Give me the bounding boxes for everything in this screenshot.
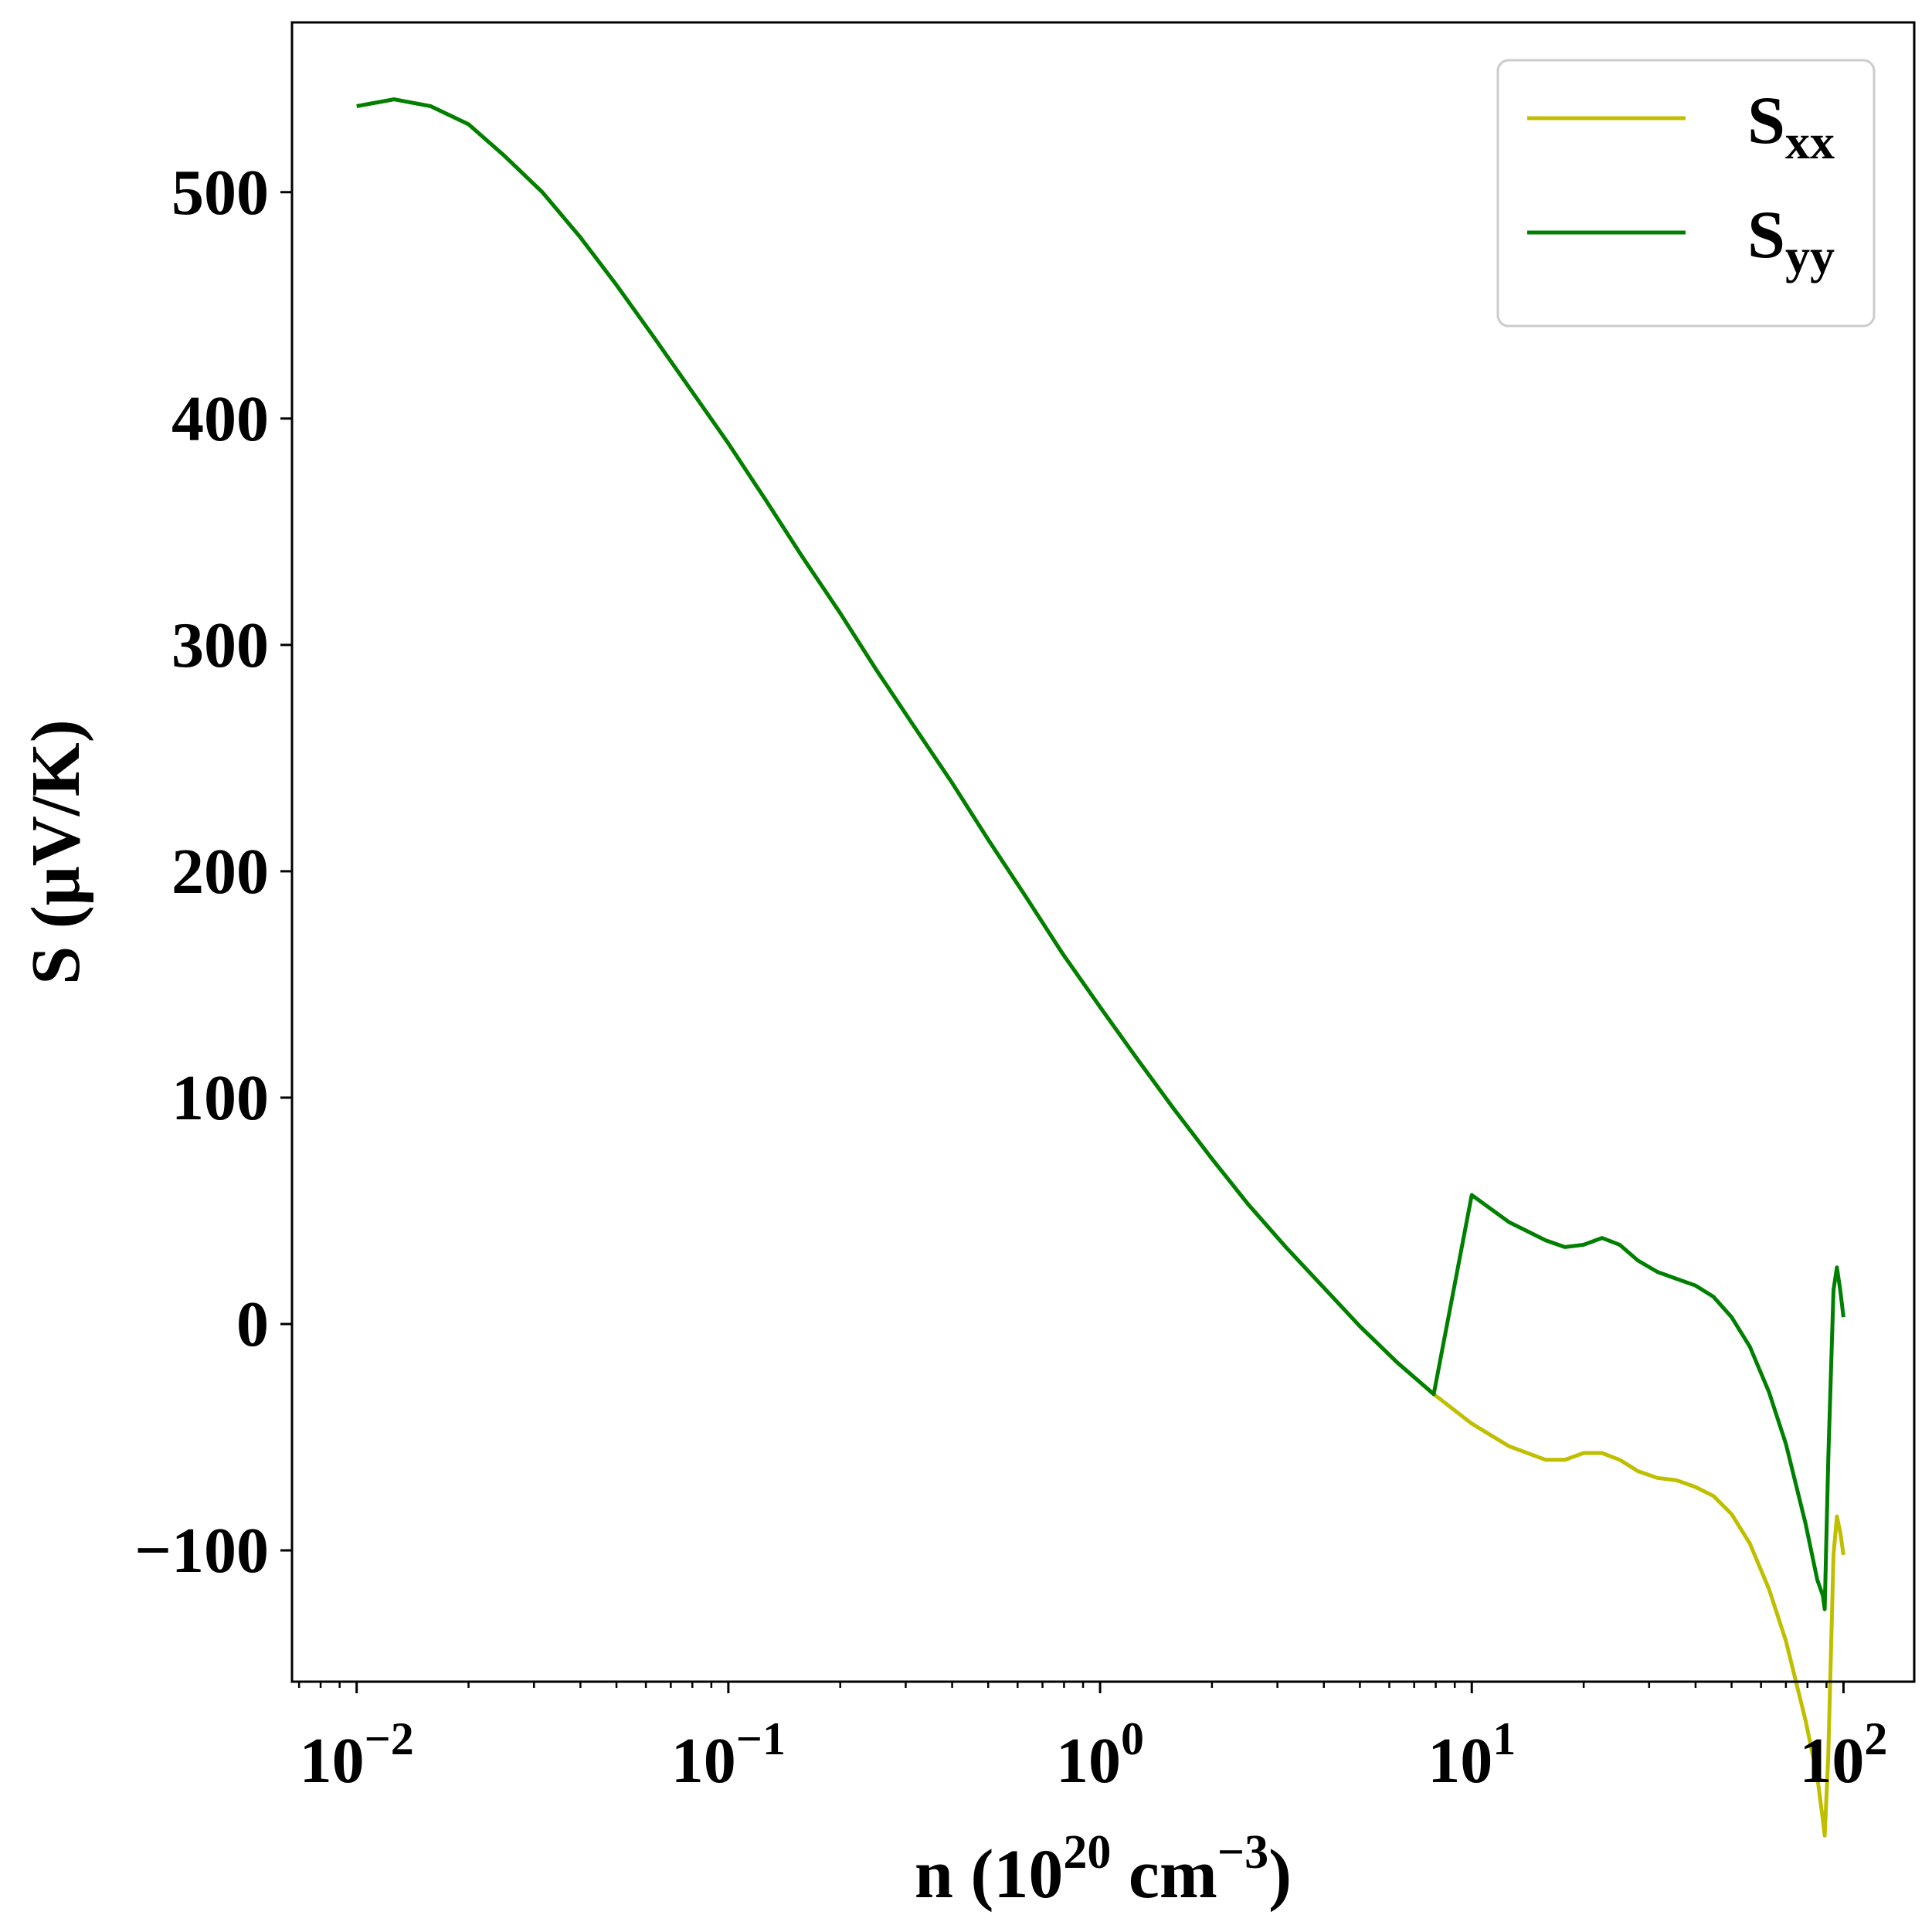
y-tick-label: 100 <box>171 1062 269 1134</box>
y-axis: −100 0 100 200 300 400 500 <box>134 157 292 1587</box>
legend-label-sxx: Sxx <box>1747 83 1835 169</box>
series-layer <box>356 97 1845 1838</box>
y-tick-label: 300 <box>171 609 269 681</box>
series-line-syy <box>356 97 1845 1611</box>
x-tick-label: 102 <box>1799 1713 1887 1797</box>
x-axis-title: n (1020 cm−3) <box>915 1826 1292 1913</box>
axes-frame <box>290 21 1916 1683</box>
legend-box <box>1496 59 1876 328</box>
legend: Sxx Syy <box>1496 59 1876 328</box>
legend-label-syy: Syy <box>1747 198 1835 283</box>
y-tick-label: 200 <box>171 836 269 908</box>
x-axis: 10−2 10−1 100 101 102 <box>297 1682 1887 1797</box>
y-axis-title: S (μV/K) <box>18 719 94 985</box>
y-tick-label: 400 <box>171 383 269 455</box>
y-tick-label: 500 <box>171 157 269 229</box>
x-tick-label: 101 <box>1428 1713 1516 1797</box>
y-tick-label: −100 <box>134 1515 269 1587</box>
x-tick-label: 10−1 <box>671 1713 786 1797</box>
x-tick-label: 10−2 <box>300 1713 414 1797</box>
y-tick-label: 0 <box>236 1288 269 1360</box>
x-tick-label: 100 <box>1056 1713 1144 1797</box>
